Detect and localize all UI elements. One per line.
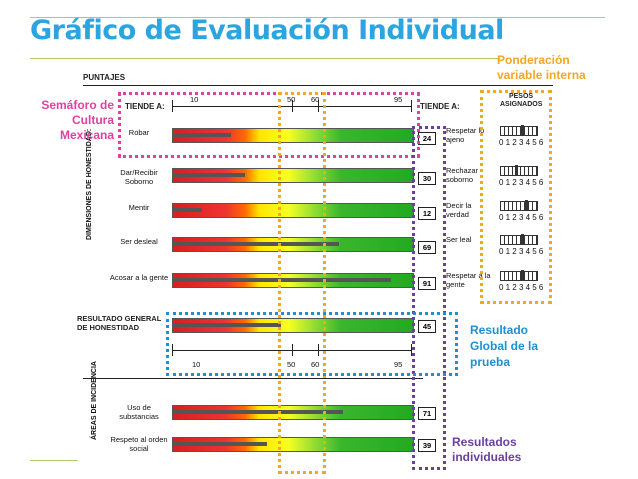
row-score: 69 <box>418 241 436 254</box>
weight-digits: 0123456 <box>499 178 546 187</box>
weight-slider <box>500 165 538 176</box>
title-divider <box>30 58 500 59</box>
area-indicator <box>173 410 344 414</box>
row-score: 91 <box>418 277 436 290</box>
tick-label-10: 10 <box>190 95 199 104</box>
area-left-label: Respeto al orden social <box>110 435 168 453</box>
row-left-label: Mentir <box>128 203 150 212</box>
row-right-label: Respetar lo ajeno <box>446 126 485 144</box>
row-score: 24 <box>418 132 436 145</box>
tick-label-50: 50 <box>287 95 296 104</box>
puntajes-header: PUNTAJES <box>83 73 126 82</box>
resultados-individuales-annotation: Resultados individuales <box>452 435 522 464</box>
row-score: 30 <box>418 172 436 185</box>
bottom-tick-label-95: 95 <box>394 360 403 369</box>
page-title: Gráfico de Evaluación Individual <box>30 15 504 46</box>
row-left-label: Ser desleal <box>120 237 158 246</box>
row-score: 12 <box>418 207 436 220</box>
row-bar <box>172 237 414 252</box>
weight-digits: 0123456 <box>499 283 546 292</box>
weight-knob <box>521 234 524 244</box>
weight-knob <box>521 125 524 135</box>
row-right-label: Rechazar soborno <box>446 166 479 184</box>
weight-digits: 0123456 <box>499 213 546 222</box>
tiende-a-right: TIENDE A: <box>420 102 460 111</box>
area-indicator <box>173 442 267 446</box>
ponderacion-annotation: Ponderación variable interna <box>497 53 586 82</box>
individuales-box <box>412 126 446 470</box>
top-tick <box>411 100 412 112</box>
resultado-global-annotation: Resultado Global de la prueba <box>470 323 539 369</box>
bottom-tick-label-10: 10 <box>192 360 201 369</box>
bottom-tick <box>172 344 173 356</box>
pesos-header: PESOS ASIGNADOS <box>500 93 543 108</box>
ponderacion-box <box>480 90 552 304</box>
row-bar <box>172 168 414 183</box>
header-rule <box>83 85 553 86</box>
center-zone-box <box>278 92 326 474</box>
row-indicator <box>173 278 392 282</box>
row-right-label: Respetar a la gente <box>446 271 491 289</box>
weight-slider <box>500 200 538 211</box>
top-divider <box>30 17 605 18</box>
bottom-tick <box>318 344 319 356</box>
row-indicator <box>173 208 202 212</box>
tick-label-60: 60 <box>311 95 320 104</box>
global-indicator <box>173 323 281 327</box>
area-score: 39 <box>418 439 436 452</box>
top-tick <box>292 100 293 112</box>
bottom-tick <box>411 344 412 356</box>
global-score: 45 <box>418 320 436 333</box>
bottom-tick <box>292 344 293 356</box>
row-indicator <box>173 242 339 246</box>
row-left-label: Robar <box>128 128 150 137</box>
areas-label: ÁREAS DE INCIDENCIA <box>91 361 98 440</box>
weight-slider <box>500 270 538 281</box>
weight-digits: 0123456 <box>499 247 546 256</box>
tick-label-95: 95 <box>394 95 403 104</box>
row-left-label: Dar/Recibir Soborno <box>120 168 158 186</box>
tiende-a-left: TIENDE A: <box>125 102 165 111</box>
global-box <box>166 312 458 376</box>
top-tick <box>318 100 319 112</box>
row-right-label: Decir la verdad <box>446 201 472 219</box>
row-left-label: Acosar a la gente <box>109 273 169 282</box>
semaforo-box <box>118 92 420 158</box>
bottom-divider <box>30 460 78 461</box>
top-tick <box>172 100 173 112</box>
weight-knob <box>525 200 528 210</box>
weight-knob <box>515 165 518 175</box>
bottom-tick-label-50: 50 <box>287 360 296 369</box>
row-right-label: Ser leal <box>446 235 472 244</box>
area-left-label: Uso de substancias <box>119 403 159 421</box>
weight-slider <box>500 125 538 136</box>
row-indicator <box>173 173 245 177</box>
bottom-tick-label-60: 60 <box>311 360 320 369</box>
section-rule <box>83 378 423 379</box>
area-score: 71 <box>418 407 436 420</box>
weight-knob <box>521 270 524 280</box>
area-bar <box>172 437 414 452</box>
dimensiones-label: DIMENSIONES DE HONESTIDAD: <box>86 128 93 240</box>
weight-digits: 0123456 <box>499 138 546 147</box>
weight-slider <box>500 234 538 245</box>
semaforo-annotation: Semáforo de Cultura Mexicana <box>41 98 114 142</box>
row-indicator <box>173 133 231 137</box>
resultado-general-label: RESULTADO GENERAL DE HONESTIDAD <box>77 314 162 332</box>
